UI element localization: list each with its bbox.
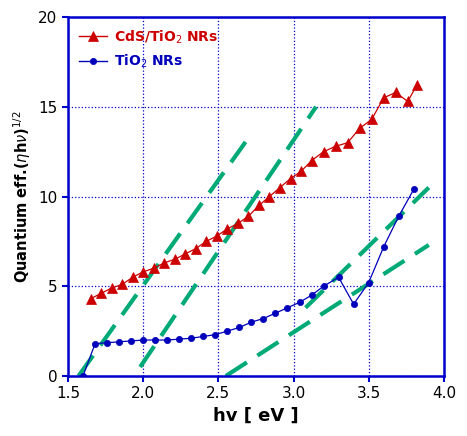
TiO$_2$ NRs [273,310,278,316]
CdS/TiO$_2$ NRs [393,90,398,95]
CdS/TiO$_2$ NRs [204,239,209,244]
TiO$_2$ NRs [321,283,326,289]
TiO$_2$ NRs [351,302,356,307]
TiO$_2$ NRs [366,280,371,285]
CdS/TiO$_2$ NRs [357,126,362,131]
TiO$_2$ NRs [381,244,387,249]
CdS/TiO$_2$ NRs [246,214,251,219]
CdS/TiO$_2$ NRs [109,286,114,291]
TiO$_2$ NRs [152,337,158,343]
CdS/TiO$_2$ NRs [235,221,241,226]
CdS/TiO$_2$ NRs [193,246,198,251]
CdS/TiO$_2$ NRs [98,291,104,296]
TiO$_2$ NRs [396,214,402,219]
CdS/TiO$_2$ NRs [88,296,93,301]
CdS/TiO$_2$ NRs [309,158,314,163]
TiO$_2$ NRs [128,338,134,344]
TiO$_2$ NRs [104,340,110,345]
CdS/TiO$_2$ NRs [120,282,125,287]
TiO$_2$ NRs [116,339,122,344]
TiO$_2$ NRs [92,341,98,346]
TiO$_2$ NRs [309,293,314,298]
TiO$_2$ NRs [80,373,86,378]
CdS/TiO$_2$ NRs [151,266,156,271]
X-axis label: hv [ eV ]: hv [ eV ] [213,407,299,425]
CdS/TiO$_2$ NRs [414,83,419,88]
TiO$_2$ NRs [411,187,417,192]
TiO$_2$ NRs [200,334,206,339]
TiO$_2$ NRs [225,328,230,334]
CdS/TiO$_2$ NRs [256,203,262,208]
CdS/TiO$_2$ NRs [333,144,339,149]
Line: CdS/TiO$_2$ NRs: CdS/TiO$_2$ NRs [86,80,422,303]
TiO$_2$ NRs [141,337,146,343]
CdS/TiO$_2$ NRs [369,117,375,122]
CdS/TiO$_2$ NRs [288,176,293,181]
CdS/TiO$_2$ NRs [183,251,188,256]
CdS/TiO$_2$ NRs [214,233,219,238]
CdS/TiO$_2$ NRs [321,149,326,154]
Line: TiO$_2$ NRs: TiO$_2$ NRs [80,186,417,379]
TiO$_2$ NRs [248,320,254,325]
TiO$_2$ NRs [212,332,218,337]
Y-axis label: Quantium eff.($\eta$h$\nu$)$^{1/2}$: Quantium eff.($\eta$h$\nu$)$^{1/2}$ [11,110,33,283]
CdS/TiO$_2$ NRs [277,185,283,190]
CdS/TiO$_2$ NRs [130,275,135,280]
TiO$_2$ NRs [177,337,182,342]
CdS/TiO$_2$ NRs [162,260,167,266]
CdS/TiO$_2$ NRs [405,99,410,104]
TiO$_2$ NRs [237,325,242,330]
TiO$_2$ NRs [164,337,170,343]
TiO$_2$ NRs [261,316,266,321]
TiO$_2$ NRs [336,275,341,280]
Legend: CdS/TiO$_2$ NRs, TiO$_2$ NRs: CdS/TiO$_2$ NRs, TiO$_2$ NRs [75,24,222,74]
CdS/TiO$_2$ NRs [345,140,350,145]
CdS/TiO$_2$ NRs [225,226,230,232]
TiO$_2$ NRs [285,305,290,310]
CdS/TiO$_2$ NRs [172,257,177,262]
CdS/TiO$_2$ NRs [298,169,304,174]
CdS/TiO$_2$ NRs [267,194,272,199]
TiO$_2$ NRs [297,300,302,305]
CdS/TiO$_2$ NRs [381,95,387,100]
CdS/TiO$_2$ NRs [141,269,146,275]
TiO$_2$ NRs [189,336,194,341]
